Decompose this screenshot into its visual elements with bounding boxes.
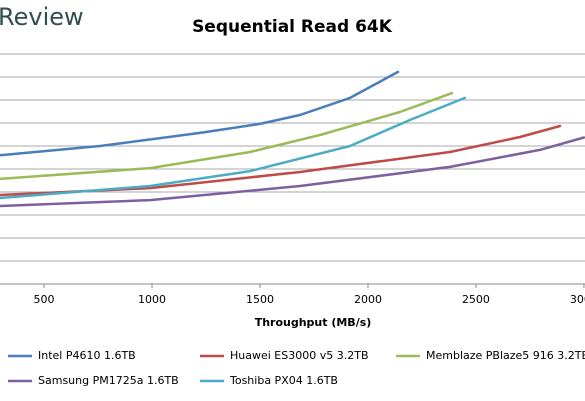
series-line [0,136,585,208]
legend-label: Intel P4610 1.6TB [38,349,136,362]
x-tick-label: 500 [34,293,55,306]
logo: Review [0,3,84,31]
series-line [0,91,454,181]
legend-label: Huawei ES3000 v5 3.2TB [230,349,369,362]
series-line [0,70,400,157]
series-line [0,96,467,200]
x-tick-label: 2500 [462,293,490,306]
x-tick-label: 2000 [354,293,382,306]
chart-title: Sequential Read 64K [192,17,393,37]
x-tick-label: 1000 [138,293,166,306]
x-tick-label: 1500 [246,293,274,306]
legend-label: Toshiba PX04 1.6TB [229,374,338,387]
legend-label: Memblaze PBlaze5 916 3.2TB [426,349,585,362]
legend-label: Samsung PM1725a 1.6TB [38,374,179,387]
series-line [0,124,562,197]
x-axis-title: Throughput (MB/s) [255,316,372,329]
x-tick-label: 3000 [570,293,585,306]
